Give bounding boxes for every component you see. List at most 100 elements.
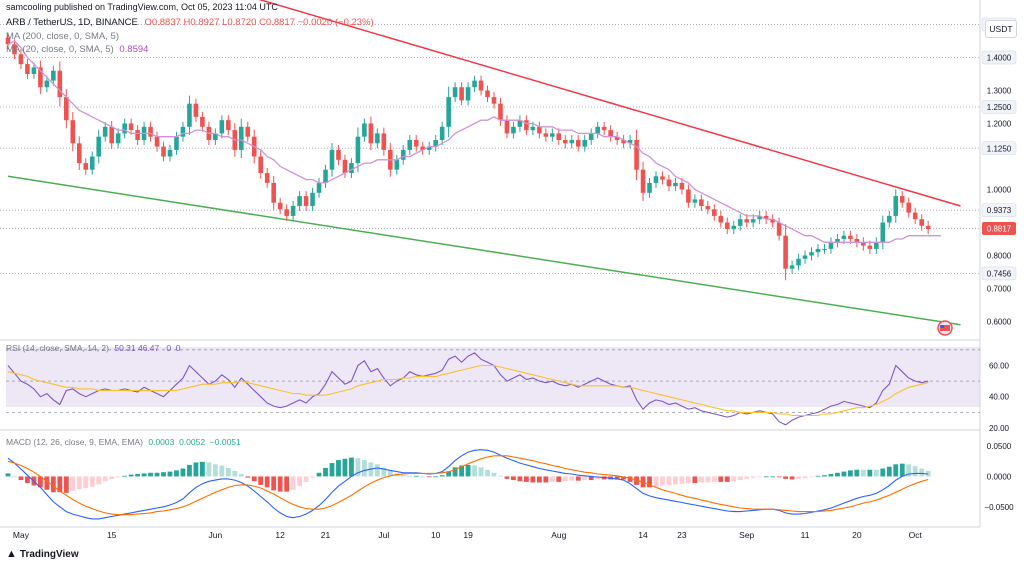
macd-histogram-bar — [835, 472, 840, 477]
macd-histogram-bar — [89, 476, 95, 487]
time-tick-label: 15 — [107, 530, 117, 540]
candle-body — [789, 265, 795, 269]
candle-body — [44, 80, 50, 88]
candle-body — [271, 182, 276, 203]
us-flag-icon — [937, 320, 953, 336]
macd-histogram-bar — [854, 469, 860, 477]
candle-body — [329, 149, 335, 170]
last-price-box — [982, 222, 1016, 236]
macd-histogram-bar — [472, 465, 477, 477]
candle-body — [336, 149, 341, 160]
candle-body — [906, 202, 912, 213]
time-axis: May 15 Jun 12 21 Jul 10 19 Aug 14 23 Sep 11 20 Oct — [13, 530, 923, 540]
macd-histogram-bar — [789, 476, 795, 480]
price-tick-label: 0.7000 — [987, 285, 1012, 294]
macd-histogram-bar — [102, 476, 108, 482]
candle-body — [96, 136, 102, 157]
macd-histogram-bar — [517, 476, 523, 482]
candle-body — [245, 126, 251, 137]
macd-histogram-bar — [511, 476, 516, 481]
macd-histogram-bar — [692, 476, 698, 484]
symbol-line: ARB / TetherUS, 1D, BINANCE O0.8837 H0.8… — [6, 17, 374, 28]
candle-body — [349, 163, 354, 173]
candle-body — [381, 133, 387, 150]
time-tick-label: Jul — [378, 530, 389, 540]
candle-body — [763, 215, 769, 220]
macd-histogram-bar — [724, 476, 730, 482]
candle-body — [627, 140, 633, 144]
price-level-box — [981, 141, 1017, 155]
price-tick-label: 1.3000 — [987, 87, 1012, 96]
candle-body — [582, 140, 588, 147]
candle-body — [899, 196, 905, 203]
ma20-label: MA (20, close, 0, SMA, 5) — [6, 44, 114, 55]
price-tick-label: 1.4000 — [987, 54, 1012, 63]
candle-body — [433, 140, 438, 147]
candle-body — [446, 97, 451, 127]
macd-histogram-bar — [310, 476, 315, 478]
candle-body — [608, 130, 613, 137]
price-level-box — [981, 50, 1017, 65]
candle-body — [802, 255, 808, 259]
rsi-ma-line — [7, 364, 929, 417]
time-tick-label: 12 — [275, 530, 285, 540]
macd-histogram-bar — [731, 476, 737, 482]
macd-histogram-bar — [25, 476, 30, 484]
macd-histogram-bar — [647, 476, 652, 488]
macd-histogram-bar — [212, 464, 218, 477]
candle-body — [167, 149, 173, 157]
macd-histogram-bar — [167, 471, 173, 477]
candle-body — [76, 143, 82, 164]
macd-histogram-bar — [109, 476, 115, 479]
candle-body — [537, 126, 542, 134]
candle-body — [122, 123, 127, 134]
candles — [5, 32, 931, 281]
candle-body — [744, 219, 750, 223]
macd-histogram-bar — [867, 469, 873, 477]
candle-body — [673, 182, 678, 187]
candle-body — [498, 103, 503, 121]
candle-body — [757, 215, 762, 220]
macd-histogram-bar — [543, 476, 549, 483]
macd-tick-label: 0.0000 — [987, 472, 1012, 481]
time-tick-label: May — [13, 530, 30, 540]
macd-histogram-bar — [407, 475, 413, 477]
macd-histogram-bar — [562, 476, 568, 482]
macd-histogram-bar — [336, 460, 341, 477]
macd-line — [7, 449, 929, 520]
candle-body — [815, 248, 821, 253]
candle-body — [465, 87, 471, 101]
candle-body — [550, 133, 555, 137]
candle-body — [219, 120, 225, 134]
candle-body — [634, 140, 639, 170]
candle-body — [25, 64, 30, 74]
currency-button[interactable]: USDT — [985, 20, 1017, 38]
candle-body — [770, 219, 775, 223]
candle-body — [264, 173, 270, 183]
macd-histogram-bar — [439, 475, 445, 477]
time-tick-label: 21 — [321, 530, 331, 540]
macd-histogram-bar — [148, 472, 153, 477]
ohlc-values: O0.8837 H0.8927 L0.8720 C0.8817 −0.0020 … — [144, 17, 374, 28]
candle-body — [70, 120, 76, 144]
ma20-value: 0.8594 — [119, 44, 149, 55]
macd-histogram-bar — [686, 476, 691, 484]
candle-body — [161, 146, 166, 157]
candle-body — [666, 179, 672, 187]
macd-histogram-bar — [200, 461, 205, 477]
macd-tick-label: −0.0500 — [984, 503, 1014, 512]
candle-body — [38, 67, 43, 88]
candle-body — [686, 189, 691, 203]
macd-histogram-bar — [886, 466, 892, 477]
macd-histogram-bar — [575, 476, 581, 481]
candle-body — [835, 239, 840, 243]
macd-histogram-bar — [919, 468, 925, 477]
time-tick-label: 14 — [638, 530, 648, 540]
candle-body — [874, 242, 879, 249]
macd-histogram-bar — [76, 476, 82, 490]
macd-histogram-bar — [750, 476, 756, 478]
candle-body — [226, 120, 231, 131]
macd-histogram-bar — [860, 469, 866, 477]
macd-histogram-bar — [187, 464, 192, 477]
macd-values: 0.0003 0.0052 −0.0051 — [148, 437, 241, 447]
